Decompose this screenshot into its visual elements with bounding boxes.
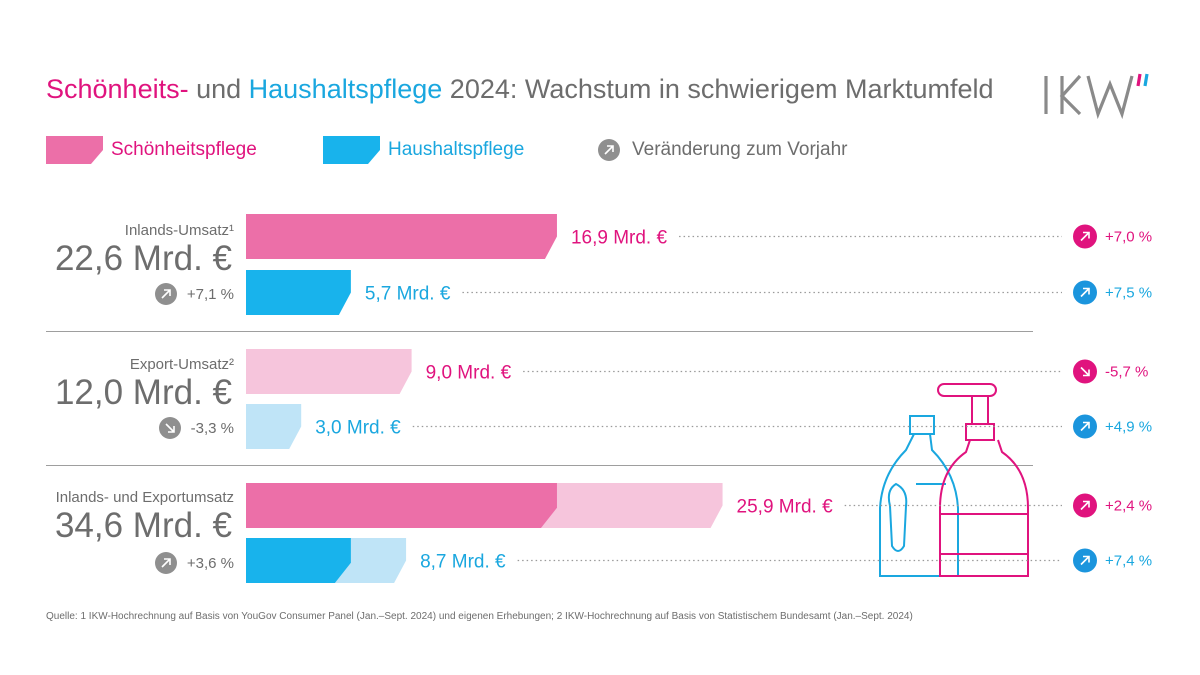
- arrow-glyph: [1080, 500, 1090, 511]
- bar-value-label: 8,7 Mrd. €: [420, 552, 506, 573]
- bar-value-label: 5,7 Mrd. €: [365, 284, 451, 305]
- arrow-up-icon: [154, 283, 177, 305]
- group-change-domestic: +7,1 %: [154, 283, 234, 305]
- arrow-down-icon: [158, 417, 181, 439]
- arrow-glyph: [1080, 287, 1090, 298]
- bar-segment-domestic: [246, 538, 351, 583]
- bar: [246, 270, 351, 315]
- group-change-total: +3,6 %: [154, 552, 234, 574]
- legend-beauty: Schönheitspflege: [46, 136, 257, 164]
- divider: [46, 331, 1033, 332]
- title-household: Haushaltspflege: [248, 74, 443, 104]
- legend-household: Haushaltspflege: [323, 136, 524, 164]
- legend-label-change: Veränderung zum Vorjahr: [632, 139, 848, 160]
- change-label: +7,4 %: [1105, 553, 1152, 570]
- ikw-logo: [1044, 73, 1149, 120]
- group-change-value: +3,6 %: [186, 554, 234, 572]
- legend-swatch-beauty: [46, 136, 103, 164]
- title-beauty: Schönheits-: [46, 74, 189, 104]
- bar-value-label: 16,9 Mrd. €: [571, 228, 668, 249]
- group-total-domestic: 22,6 Mrd. €: [54, 239, 232, 278]
- title-and: und: [188, 74, 249, 104]
- legend-change: Veränderung zum Vorjahr: [598, 136, 847, 164]
- title-rest: 2024: Wachstum in schwierigem Marktumfel…: [442, 74, 994, 104]
- arrow-up-icon: [598, 139, 620, 161]
- legend-swatch-household: [323, 136, 380, 164]
- group-label-domestic: Inlands-Umsatz¹: [124, 222, 234, 239]
- source-footnote: Quelle: 1 IKW-Hochrechnung auf Basis von…: [46, 611, 913, 622]
- change-label: -5,7 %: [1105, 364, 1148, 381]
- change-label: +4,9 %: [1105, 419, 1152, 436]
- bar: [246, 404, 302, 449]
- change-label: +7,5 %: [1105, 285, 1152, 302]
- group-total-export: 12,0 Mrd. €: [54, 373, 232, 412]
- change-label: +2,4 %: [1105, 498, 1152, 515]
- page-title: Schönheits- und Haushaltspflege 2024: Wa…: [46, 74, 994, 105]
- legend-label-beauty: Schönheitspflege: [111, 139, 257, 160]
- group-label-export: Export-Umsatz²: [129, 356, 234, 373]
- bar: [246, 214, 557, 259]
- bar-value-label: 25,9 Mrd. €: [737, 497, 834, 518]
- arrow-up-icon: [154, 552, 177, 574]
- bar-value-label: 9,0 Mrd. €: [426, 363, 512, 384]
- bar-segment-domestic: [246, 483, 557, 528]
- arrow-glyph: [1080, 421, 1090, 432]
- arrow-glyph: [1080, 555, 1090, 566]
- arrow-glyph: [1080, 366, 1090, 377]
- group-label-total: Inlands- und Exportumsatz: [55, 489, 234, 506]
- arrow-glyph: [1080, 231, 1090, 242]
- divider: [46, 465, 1033, 466]
- group-change-value: +7,1 %: [186, 285, 234, 303]
- group-change-export: -3,3 %: [158, 417, 234, 439]
- change-label: +7,0 %: [1105, 229, 1152, 246]
- bar: [246, 349, 412, 394]
- group-change-value: -3,3 %: [190, 419, 234, 437]
- group-total-total: 34,6 Mrd. €: [54, 506, 232, 545]
- bottles-icon: [879, 383, 1029, 577]
- legend-label-household: Haushaltspflege: [388, 139, 525, 160]
- bar-value-label: 3,0 Mrd. €: [315, 418, 401, 439]
